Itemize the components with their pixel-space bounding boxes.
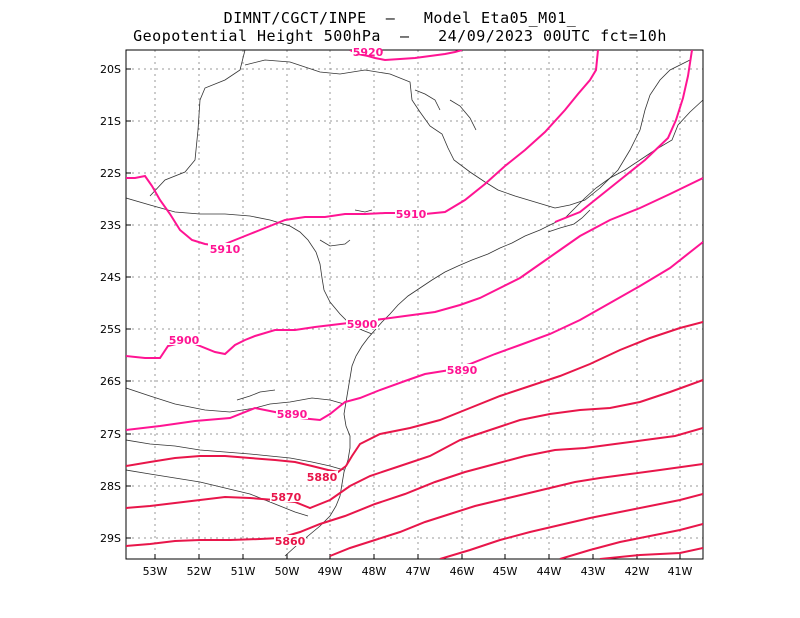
contour-5820 — [599, 547, 703, 559]
contour-label: 5900 — [347, 318, 378, 331]
contour-label: 5900 — [169, 334, 200, 347]
contour-label: 5890 — [447, 364, 478, 377]
contour-5910-east — [554, 50, 693, 223]
lon-label: 42W — [625, 565, 650, 578]
coastline-and-borders — [126, 50, 703, 557]
lat-label: 29S — [100, 532, 121, 545]
lat-label: 22S — [100, 167, 121, 180]
tick-marks — [126, 68, 681, 559]
lat-label: 20S — [100, 63, 121, 76]
chart-title-line-2: Geopotential Height 500hPa – 24/09/2023 … — [133, 27, 667, 45]
lon-label: 49W — [318, 565, 343, 578]
lat-label: 27S — [100, 428, 121, 441]
contour-label: 5910 — [396, 208, 427, 221]
lon-label: 45W — [493, 565, 518, 578]
contour-5920 — [349, 50, 463, 62]
contour-label: 5890 — [277, 408, 308, 421]
lon-label: 51W — [231, 565, 256, 578]
contour-5890 — [126, 241, 703, 431]
lon-label: 53W — [143, 565, 168, 578]
lon-axis-labels: 53W 52W 51W 50W 49W 48W 47W 46W 45W 44W … — [143, 565, 693, 578]
lon-label: 50W — [275, 565, 300, 578]
lat-axis-labels: 20S 21S 22S 23S 24S 25S 26S 27S 28S 29S — [100, 63, 121, 545]
contour-5910-north — [126, 50, 599, 248]
contour-label: 5910 — [210, 243, 241, 256]
contour-label: 5880 — [307, 471, 338, 484]
lat-label: 23S — [100, 219, 121, 232]
grid-lines — [126, 50, 703, 559]
lon-label: 48W — [362, 565, 387, 578]
contour-labels: 5920 5910 5910 5900 5900 5890 5890 5880 … — [168, 46, 478, 548]
contour-label: 5860 — [275, 535, 306, 548]
contour-5870 — [126, 379, 703, 510]
contour-label: 5870 — [271, 491, 302, 504]
lat-label: 28S — [100, 480, 121, 493]
lon-label: 47W — [406, 565, 431, 578]
plot-frame — [125, 49, 704, 560]
lon-label: 44W — [537, 565, 562, 578]
lat-label: 26S — [100, 375, 121, 388]
lat-label: 21S — [100, 115, 121, 128]
height-contours — [126, 50, 703, 559]
contour-label: 5920 — [353, 46, 384, 59]
lon-label: 46W — [450, 565, 475, 578]
lat-label: 24S — [100, 271, 121, 284]
lon-label: 52W — [187, 565, 212, 578]
lon-label: 41W — [668, 565, 693, 578]
contour-5850 — [329, 463, 703, 557]
chart-title-line-1: DIMNT/CGCT/INPE – Model Eta05_M01_ — [223, 9, 577, 27]
contour-5840 — [439, 493, 703, 559]
lon-label: 43W — [581, 565, 606, 578]
contour-5880 — [126, 321, 703, 474]
contour-5900 — [126, 177, 703, 359]
lat-label: 25S — [100, 323, 121, 336]
contour-5830 — [559, 523, 703, 559]
contour-5860 — [126, 427, 703, 547]
